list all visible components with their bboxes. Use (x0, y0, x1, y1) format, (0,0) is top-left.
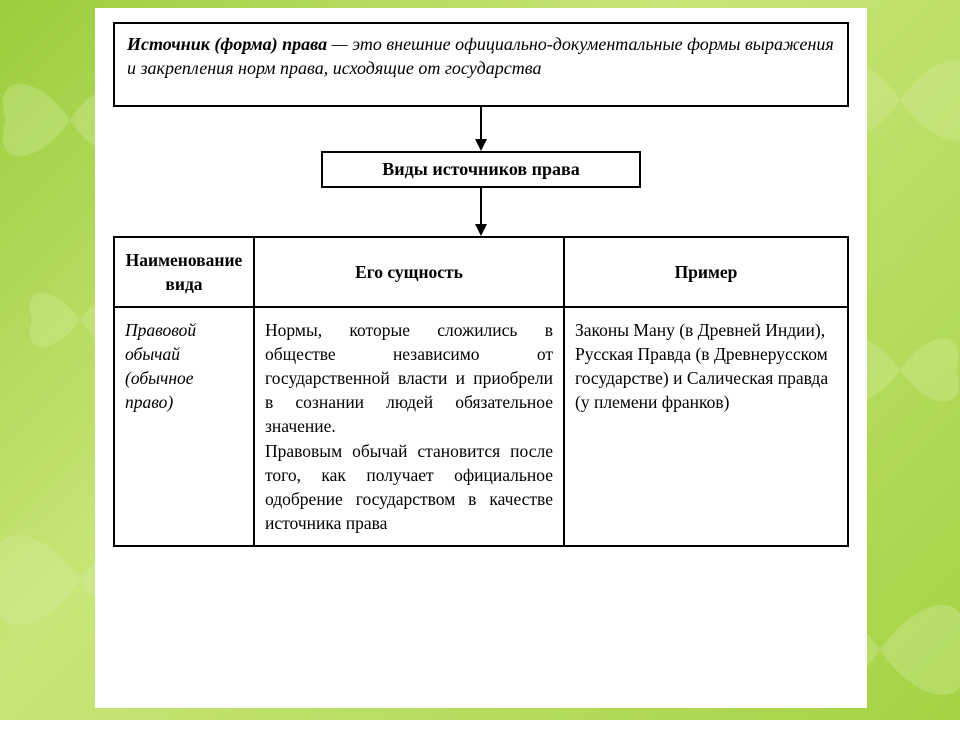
types-table: Наимено­вание вида Его сущность Пример П… (113, 236, 849, 548)
arrow-down-icon (471, 105, 491, 151)
arrow-down-1 (113, 105, 849, 151)
arrow-down-2 (113, 188, 849, 236)
arrow-down-icon (471, 188, 491, 236)
subtitle-box: Виды источников права (321, 151, 641, 188)
cell-name: Правовой обычай (обычное право) (114, 307, 254, 546)
table-header-row: Наимено­вание вида Его сущность Пример (114, 237, 848, 307)
table-row: Правовой обычай (обычное право) Нормы, к… (114, 307, 848, 546)
slide-content: Источник (форма) права — это внешние офи… (95, 8, 867, 708)
col-header-name: Наимено­вание вида (114, 237, 254, 307)
col-header-essence: Его сущность (254, 237, 564, 307)
col-header-example: Пример (564, 237, 848, 307)
cell-essence: Нормы, которые сложи­лись в обществе нез… (254, 307, 564, 546)
subtitle-text: Виды источников права (382, 159, 579, 179)
cell-example: Законы Ману (в Древней Индии), Русская П… (564, 307, 848, 546)
definition-box: Источник (форма) права — это внешние офи… (113, 22, 849, 107)
definition-term: Источник (форма) права (127, 34, 327, 54)
definition-dash: — (327, 34, 352, 54)
